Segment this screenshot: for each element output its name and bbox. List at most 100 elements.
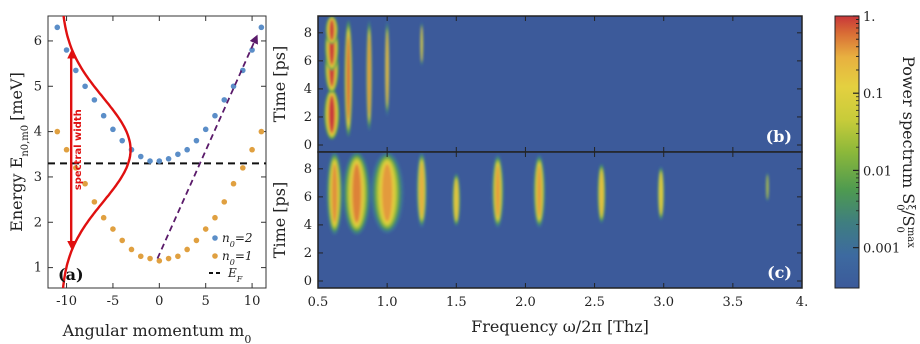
panel-b-spectral-peak [329, 20, 334, 40]
panel-c-xtick-label: 4. [796, 295, 808, 310]
panel-b-ticks: 0 2 4 6 8 [304, 16, 803, 153]
panel-a-xtick-label: 5 [202, 294, 210, 309]
panel-c-spectral-peak [659, 173, 663, 214]
data-point [63, 47, 70, 53]
panel-c-xtick-label: 0.5 [308, 295, 329, 310]
panel-c-xtick-label: 1.5 [446, 295, 467, 310]
panel-b-spectral-peak [329, 96, 335, 132]
panel-c-xtick-label: 2.0 [515, 295, 536, 310]
data-point [119, 137, 126, 144]
panel-a-ytick-label: 4 [34, 125, 42, 140]
data-point [212, 112, 218, 119]
data-point [63, 146, 70, 153]
data-point [249, 146, 255, 153]
legend-label-ef: EF [227, 266, 243, 284]
panel-c-spectral-peak [454, 180, 458, 220]
panel-b-heatmap [324, 16, 424, 140]
panel-b-label: (b) [766, 127, 792, 146]
panel-c-xtick-label: 2.5 [584, 295, 605, 310]
data-point [82, 180, 88, 187]
data-point [249, 47, 255, 53]
panel-c-ytick-label: 2 [304, 246, 312, 261]
panel-c-xtick-label: 3.0 [653, 295, 674, 310]
data-point [184, 246, 190, 253]
panel-c-ytick-label: 6 [304, 190, 312, 205]
legend-marker-n1 [212, 253, 218, 259]
panel-a-xtick-label: 0 [155, 294, 163, 309]
panel-a-ytick-label: 3 [34, 170, 42, 185]
panel-b-spectral-peak [347, 37, 350, 120]
data-point [202, 226, 209, 232]
panel-c-frame [317, 151, 803, 289]
data-point [100, 112, 107, 119]
data-point [221, 97, 228, 103]
panel-a: -10 -5 0 5 10 1 2 3 4 5 6 spectral width (a) n0=2 … [7, 15, 267, 344]
data-point [202, 126, 209, 133]
panel-c-ylabel: Time [ps] [270, 182, 289, 258]
panel-a-label: (a) [58, 265, 84, 284]
colorbar-label: Power spectrum S0ξ/S0max [895, 56, 919, 248]
data-point [82, 83, 88, 90]
panel-c-ticks: 0 2 4 6 8 0.5 1.0 1.5 2.0 2.5 3.0 3.5 4. [304, 152, 808, 310]
panel-b-spectral-peak [368, 36, 371, 115]
data-point [240, 165, 246, 171]
data-point [221, 199, 228, 205]
transition-arrow [156, 34, 258, 259]
data-point [165, 156, 172, 162]
panel-b: 0 2 4 6 8 (b) Time [ps] [270, 15, 803, 153]
data-point [54, 24, 61, 31]
legend-label-n1: n0=1 [222, 249, 253, 267]
legend-label-n2: n0=2 [222, 231, 253, 249]
panel-c-xtick-label: 3.5 [723, 295, 744, 310]
panel-c-ytick-label: 8 [304, 162, 312, 177]
spectral-profile-curve [61, 16, 132, 288]
data-point [119, 237, 126, 244]
data-point [147, 158, 153, 164]
panel-a-ytick-label: 2 [34, 215, 42, 230]
data-point [258, 128, 265, 135]
panel-a-ytick-label: 6 [34, 34, 42, 49]
panel-c-spectral-peak [600, 171, 603, 216]
colorbar-tick-label: 0.01 [863, 164, 892, 179]
panel-a-xtick-label: -5 [107, 294, 120, 309]
data-point [137, 253, 144, 260]
panel-a-ytick-label: 1 [34, 261, 42, 276]
panel-c-xlabel: Frequency ω/2π [Thz] [471, 317, 649, 336]
panel-b-ylabel: Time [ps] [270, 46, 289, 122]
panel-c-label: (c) [767, 263, 792, 282]
data-point [156, 258, 163, 264]
panel-c-spectral-peak [352, 164, 361, 223]
panel-b-spectral-peak [420, 27, 423, 61]
colorbar-ticks: 1. 0.1 0.01 0.001 [853, 10, 900, 257]
panel-b-spectral-peak [386, 34, 389, 103]
colorbar-tick-label: 1. [863, 10, 875, 25]
data-point [193, 237, 200, 244]
panel-c: 0 2 4 6 8 0.5 1.0 1.5 2.0 2.5 3.0 3.5 4. (c) Time [p… [270, 151, 808, 336]
data-point [147, 255, 153, 262]
data-point [137, 153, 144, 160]
data-point [110, 126, 116, 133]
panel-c-ytick-label: 0 [304, 274, 312, 289]
data-point [156, 158, 163, 164]
panel-a-xtick-label: 10 [244, 294, 261, 309]
colorbar: 1. 0.1 0.01 0.001 Power spectrum S0ξ/S0max [834, 10, 919, 289]
data-point [54, 128, 61, 135]
panel-c-spectral-peak [537, 165, 542, 217]
panel-c-spectral-peak [766, 175, 769, 199]
data-point [165, 255, 172, 262]
panel-a-ticks: -10 -5 0 5 10 1 2 3 4 5 6 [34, 16, 266, 309]
data-point [110, 226, 116, 232]
data-point [91, 199, 98, 205]
panel-c-spectral-peak [382, 164, 393, 222]
data-point [184, 146, 190, 153]
data-point [175, 253, 181, 260]
panel-a-legend: n0=2 n0=1 EF [209, 231, 253, 284]
data-point [230, 180, 237, 187]
colorbar-tick-label: 0.1 [863, 87, 884, 102]
data-point [91, 97, 98, 103]
data-point [212, 214, 218, 221]
data-point [258, 24, 265, 31]
panel-b-ytick-label: 4 [304, 82, 312, 97]
panel-c-spectral-peak [332, 164, 338, 223]
